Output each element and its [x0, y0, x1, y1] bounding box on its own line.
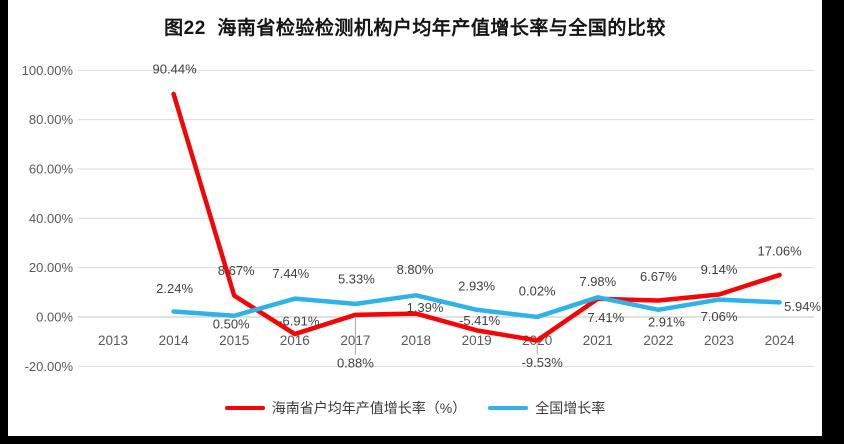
x-axis-label: 2013	[98, 333, 128, 348]
data-label: -9.53%	[522, 355, 564, 370]
data-label: 0.88%	[337, 355, 374, 370]
data-label: -5.41%	[459, 313, 501, 328]
x-axis-label: 2016	[280, 333, 310, 348]
data-label: 2.93%	[458, 278, 495, 293]
chart-title: 图22 海南省检验检测机构户均年产值增长率与全国的比较	[164, 18, 666, 39]
x-axis-label: 2023	[704, 333, 734, 348]
data-label: -6.91%	[278, 314, 320, 329]
legend-label-national: 全国增长率	[535, 400, 606, 416]
x-axis-label: 2018	[401, 333, 431, 348]
x-axis-label: 2014	[159, 333, 190, 348]
legend-label-hainan: 海南省户均年产值增长率（%）	[271, 400, 467, 416]
legend-line-swatch-hainan-icon	[224, 405, 265, 411]
y-axis-label: 0.00%	[36, 310, 73, 325]
data-label: 7.98%	[579, 274, 616, 289]
data-label: 5.94%	[784, 299, 821, 314]
legend-item-hainan: 海南省户均年产值增长率（%）	[224, 398, 467, 418]
y-axis-label: 100.00%	[22, 63, 74, 78]
data-label: 17.06%	[758, 243, 803, 258]
y-axis-label: 40.00%	[29, 211, 74, 226]
chart-legend: 海南省户均年产值增长率（%） 全国增长率	[8, 398, 822, 418]
page: 图22 海南省检验检测机构户均年产值增长率与全国的比较 100.00% 80.00…	[8, 0, 822, 436]
series-line-hainan	[171, 91, 782, 343]
data-label: 8.67%	[218, 263, 255, 278]
line-chart: 100.00% 80.00% 60.00% 40.00% 20.00% 0.00% -20.…	[22, 61, 822, 374]
data-label: 0.02%	[519, 283, 556, 298]
data-label: 9.14%	[701, 262, 738, 277]
series-line-national	[171, 293, 782, 320]
y-axis-label: -20.00%	[25, 359, 74, 374]
data-label: 7.41%	[587, 310, 624, 325]
data-label: 6.67%	[640, 269, 677, 284]
x-axis-label: 2019	[462, 333, 492, 348]
data-label: 7.06%	[701, 309, 738, 324]
data-label: 5.33%	[338, 271, 375, 286]
y-axis-label: 20.00%	[29, 260, 74, 275]
y-axis-label: 80.00%	[29, 112, 74, 127]
x-axis-label: 2021	[583, 333, 613, 348]
data-label: 0.50%	[213, 316, 250, 331]
data-label: 8.80%	[397, 262, 434, 277]
legend-line-swatch-national-icon	[488, 405, 529, 411]
data-label: 1.39%	[407, 300, 444, 315]
data-label: 2.91%	[648, 314, 685, 329]
x-axis-label: 2015	[219, 333, 249, 348]
x-axis-label: 2024	[765, 333, 796, 348]
data-label: 7.44%	[272, 266, 309, 281]
data-label: 90.44%	[153, 61, 198, 76]
legend-item-national: 全国增长率	[488, 398, 605, 418]
data-label: 2.24%	[156, 281, 193, 296]
x-axis-label: 2022	[643, 333, 673, 348]
y-axis-label: 60.00%	[29, 162, 74, 177]
